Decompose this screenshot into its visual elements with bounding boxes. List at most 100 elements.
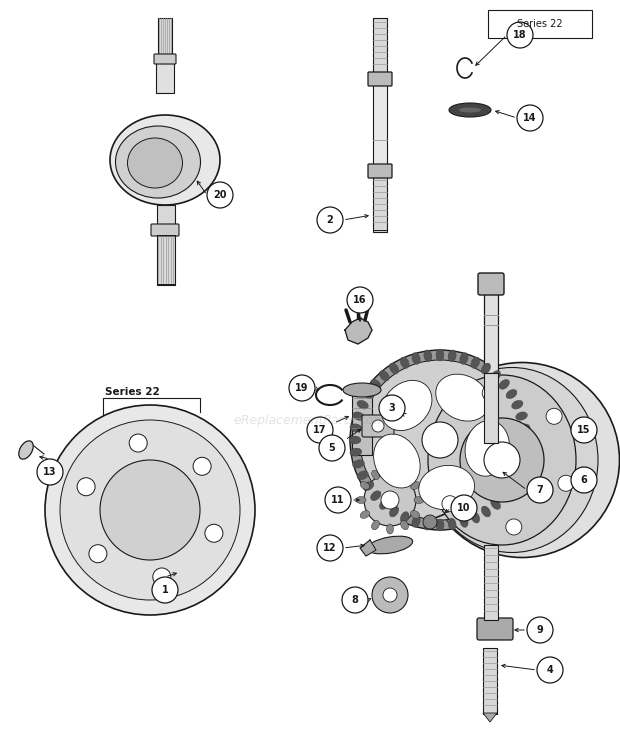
Circle shape (482, 385, 498, 401)
Ellipse shape (425, 362, 619, 558)
Circle shape (430, 429, 446, 445)
Ellipse shape (426, 367, 598, 553)
FancyBboxPatch shape (362, 415, 394, 437)
Ellipse shape (460, 353, 468, 364)
Ellipse shape (436, 519, 444, 531)
Ellipse shape (389, 506, 399, 517)
FancyBboxPatch shape (157, 235, 175, 285)
Ellipse shape (379, 499, 389, 510)
Circle shape (372, 577, 408, 613)
Ellipse shape (471, 512, 480, 523)
Ellipse shape (436, 349, 444, 361)
Text: 6: 6 (580, 475, 587, 485)
Circle shape (319, 435, 345, 461)
FancyBboxPatch shape (484, 373, 498, 443)
Ellipse shape (401, 470, 409, 480)
Ellipse shape (353, 412, 365, 420)
Ellipse shape (428, 375, 576, 545)
FancyBboxPatch shape (484, 293, 498, 373)
Text: 15: 15 (577, 425, 591, 435)
Ellipse shape (412, 515, 420, 527)
Circle shape (129, 434, 147, 452)
Ellipse shape (424, 518, 432, 530)
Ellipse shape (471, 357, 480, 368)
FancyBboxPatch shape (154, 54, 176, 64)
Text: 2: 2 (327, 215, 334, 225)
Text: Series 22: Series 22 (517, 19, 563, 29)
Ellipse shape (459, 107, 481, 112)
Text: 16: 16 (353, 295, 367, 305)
Text: 4: 4 (547, 665, 554, 675)
FancyBboxPatch shape (373, 177, 387, 232)
Ellipse shape (519, 436, 531, 444)
Text: 18: 18 (513, 30, 527, 40)
Ellipse shape (381, 381, 432, 431)
Text: 3: 3 (389, 403, 396, 413)
Ellipse shape (371, 491, 381, 501)
Ellipse shape (481, 363, 490, 374)
Circle shape (451, 495, 477, 521)
Circle shape (364, 474, 416, 526)
Ellipse shape (410, 510, 420, 518)
Circle shape (381, 491, 399, 509)
Ellipse shape (516, 460, 528, 468)
Circle shape (558, 475, 574, 491)
Circle shape (546, 408, 562, 424)
Circle shape (325, 487, 351, 513)
Ellipse shape (379, 370, 389, 381)
FancyBboxPatch shape (158, 18, 172, 73)
Ellipse shape (490, 499, 500, 510)
Text: 1: 1 (162, 585, 169, 595)
Ellipse shape (363, 389, 374, 399)
Ellipse shape (349, 436, 361, 444)
Circle shape (347, 287, 373, 313)
FancyBboxPatch shape (368, 164, 392, 178)
Circle shape (37, 459, 63, 485)
Circle shape (317, 535, 343, 561)
Text: eReplacementParts.com: eReplacementParts.com (234, 413, 386, 426)
Circle shape (360, 360, 520, 520)
Circle shape (517, 105, 543, 131)
Ellipse shape (424, 350, 432, 362)
Ellipse shape (414, 496, 424, 504)
Ellipse shape (371, 379, 381, 389)
Circle shape (207, 182, 233, 208)
Ellipse shape (374, 434, 420, 488)
FancyBboxPatch shape (477, 618, 513, 640)
Ellipse shape (115, 126, 200, 198)
Text: 17: 17 (313, 425, 327, 435)
Ellipse shape (110, 115, 220, 205)
Ellipse shape (481, 506, 490, 517)
Polygon shape (360, 540, 376, 556)
Circle shape (460, 418, 544, 502)
Ellipse shape (357, 471, 368, 480)
Ellipse shape (350, 448, 362, 456)
Circle shape (571, 467, 597, 493)
Text: 14: 14 (523, 113, 537, 123)
Circle shape (527, 477, 553, 503)
Ellipse shape (516, 412, 528, 420)
Ellipse shape (401, 512, 409, 523)
Ellipse shape (518, 448, 530, 456)
FancyBboxPatch shape (488, 10, 592, 38)
Circle shape (379, 395, 405, 421)
Ellipse shape (448, 350, 456, 362)
Circle shape (383, 588, 397, 602)
Circle shape (205, 524, 223, 542)
Circle shape (307, 417, 333, 443)
Text: 7: 7 (537, 485, 543, 495)
Ellipse shape (506, 389, 517, 399)
Circle shape (372, 420, 384, 432)
Circle shape (484, 442, 520, 478)
Ellipse shape (490, 370, 500, 381)
Ellipse shape (360, 510, 370, 518)
Circle shape (342, 587, 368, 613)
Text: Series 22: Series 22 (105, 387, 160, 397)
Ellipse shape (128, 138, 182, 188)
Ellipse shape (389, 363, 399, 374)
FancyBboxPatch shape (368, 72, 392, 86)
Ellipse shape (512, 471, 523, 480)
Ellipse shape (518, 424, 530, 432)
Circle shape (422, 422, 458, 458)
Ellipse shape (356, 496, 366, 504)
